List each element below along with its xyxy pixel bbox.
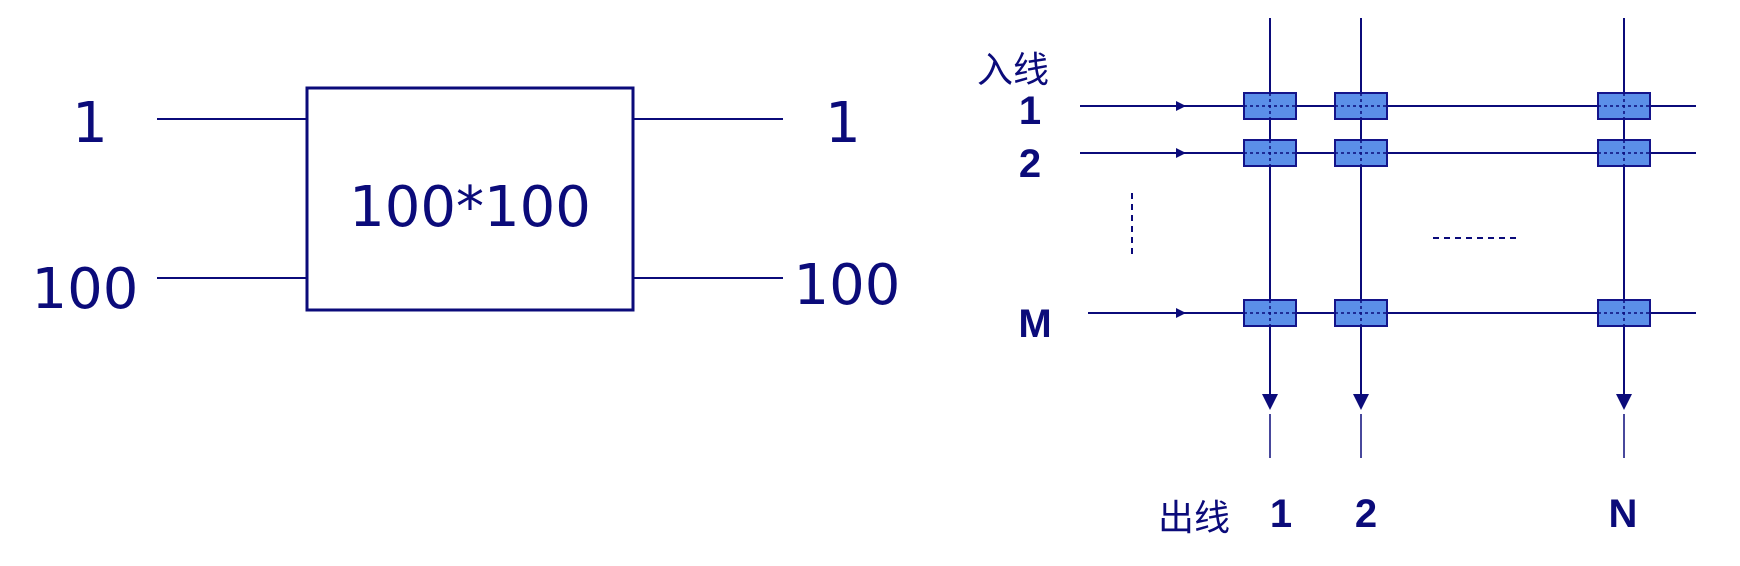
crosspoint-2-n bbox=[1597, 139, 1651, 167]
input-label-first: 1 bbox=[72, 91, 108, 156]
crosspoint-1-n bbox=[1597, 92, 1651, 120]
crosspoint-m-1 bbox=[1243, 299, 1297, 327]
row-label-1: 1 bbox=[1019, 89, 1041, 133]
switch-box bbox=[305, 86, 635, 312]
crosspoint-m-2 bbox=[1334, 299, 1388, 327]
output-arrow-1 bbox=[1262, 394, 1278, 410]
input-lines-title: 入线 bbox=[977, 50, 1049, 91]
crosspoint-2-2 bbox=[1334, 139, 1388, 167]
output-label-first: 1 bbox=[825, 91, 861, 156]
switch-box-label: 100*100 bbox=[349, 175, 591, 240]
output-arrow-2 bbox=[1353, 394, 1369, 410]
crosspoint-1-1 bbox=[1243, 92, 1297, 120]
crosspoint-1-2 bbox=[1334, 92, 1388, 120]
column-label-n: N bbox=[1609, 492, 1638, 536]
switch-block-diagram: 100*100 1 100 1 100 bbox=[32, 86, 901, 322]
output-label-last: 100 bbox=[794, 253, 901, 318]
output-lines-title: 出线 bbox=[1158, 498, 1230, 539]
row-label-m: M bbox=[1018, 302, 1051, 346]
input-label-last: 100 bbox=[32, 257, 139, 322]
column-label-1: 1 bbox=[1270, 492, 1292, 536]
crossbar-diagram: 入线 出线 1 2 M 1 2 N bbox=[977, 18, 1696, 539]
row-label-2: 2 bbox=[1019, 142, 1041, 186]
crosspoint-2-1 bbox=[1243, 139, 1297, 167]
column-label-2: 2 bbox=[1355, 492, 1377, 536]
output-arrow-n bbox=[1616, 394, 1632, 410]
crosspoint-m-n bbox=[1597, 299, 1651, 327]
